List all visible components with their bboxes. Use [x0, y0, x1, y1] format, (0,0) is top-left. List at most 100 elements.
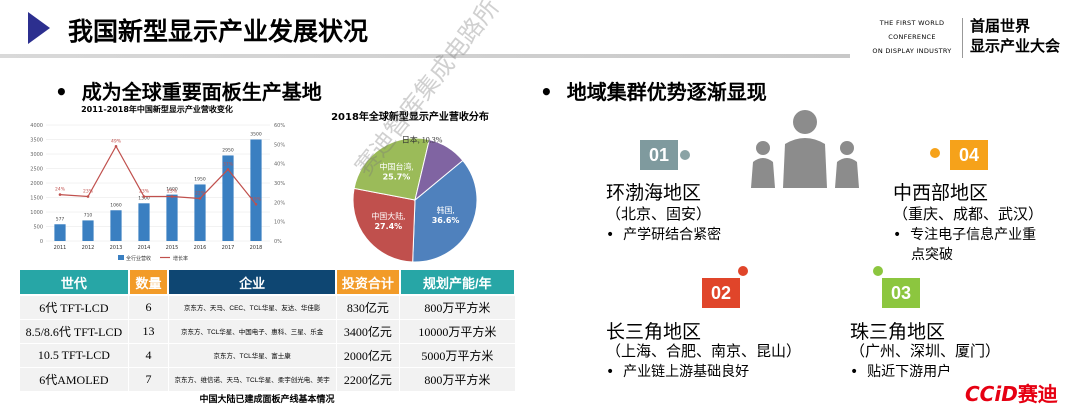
region-dot-04 — [930, 148, 940, 158]
bar — [54, 224, 66, 241]
table-row: 10.5 TFT-LCD 4 京东方、TCL华星、富士康 2000亿元 5000… — [18, 342, 516, 368]
x-tick-label: 2013 — [110, 245, 123, 251]
y-tick-label: 1000 — [30, 210, 43, 216]
y2-tick-label: 10% — [274, 220, 285, 226]
bar — [138, 203, 150, 241]
conference-name-en: THE FIRST WORLD CONFERENCE ON DISPLAY IN… — [866, 16, 958, 58]
bar-value-label: 1600 — [166, 187, 178, 193]
pie-slice-label: 中国大陆, — [371, 211, 405, 221]
x-tick-label: 2011 — [54, 245, 67, 251]
bar-value-label: 1300 — [138, 195, 150, 201]
growth-value-label: 24% — [55, 187, 66, 193]
bar — [110, 210, 122, 241]
growth-line — [59, 145, 257, 205]
x-tick-label: 2014 — [138, 245, 151, 251]
region-cities-03: （广州、深圳、厦门） — [850, 342, 1001, 360]
region-name-04: 中西部地区 — [893, 182, 989, 204]
bar-value-label: 3500 — [250, 132, 262, 138]
growth-value-label: 23% — [83, 189, 94, 195]
table-caption: 中国大陆已建成面板产线基本情况 — [199, 395, 335, 405]
growth-point — [170, 195, 174, 198]
cell-generation: 8.5/8.6代 TFT-LCD — [18, 318, 130, 344]
y-tick-label: 1500 — [30, 196, 43, 202]
y2-tick-label: 40% — [274, 162, 285, 168]
y-tick-label: 500 — [33, 225, 43, 231]
pie-slice-value: 27.4% — [374, 222, 402, 231]
logo-text-en: CCiD — [965, 382, 1018, 405]
cell-investment: 830亿元 — [335, 294, 401, 320]
bar — [194, 184, 206, 241]
y2-tick-label: 60% — [274, 123, 285, 129]
pie-chart-title: 2018年全球新型显示产业营收分布 — [331, 112, 489, 123]
conference-separator — [962, 18, 963, 58]
right-heading-text: 地域集群优势逐渐显现 — [566, 80, 767, 104]
right-section-heading: • 地域集群优势逐渐显现 — [540, 76, 767, 105]
revenue-chart: 4000 3500 3000 2500 2000 1500 1000 500 0 60% 50% 40… — [30, 123, 285, 262]
growth-value-label: 22% — [195, 190, 206, 196]
y-tick-label: 3000 — [30, 152, 43, 158]
conference-name-cn: 首届世界 显示产业大会 — [970, 16, 1060, 56]
cell-capacity: 800万平方米 — [399, 366, 516, 392]
bar-value-label: 1060 — [110, 202, 122, 208]
bar-value-label: 2950 — [222, 147, 234, 153]
y-tick-label: 0 — [40, 239, 43, 245]
legend-label: 全行业营收 — [126, 255, 151, 262]
region-badge-03: 03 — [882, 278, 920, 308]
bar-value-label: 577 — [56, 216, 65, 222]
growth-point — [114, 144, 118, 148]
table-row: 8.5/8.6代 TFT-LCD 13 京东方、TCL华星、中国电子、惠科、三星… — [18, 318, 516, 344]
bar — [222, 155, 234, 241]
page-title: 我国新型显示产业发展状况 — [68, 17, 369, 46]
left-heading-text: 成为全球重要面板生产基地 — [81, 80, 322, 104]
pie-slice-label: 韩国, — [437, 205, 455, 215]
cell-generation: 10.5 TFT-LCD — [18, 342, 130, 368]
cell-companies: 京东方、维信诺、天马、TCL华星、柔宇创光电、美宇 — [167, 366, 337, 392]
region-bullet-text: 产业链上游基础良好 — [623, 364, 750, 380]
table-header-row: 世代 数量 企业 投资合计 规划产能/年 — [18, 268, 517, 296]
region-bullet-02: • 产业链上游基础良好 — [606, 364, 750, 380]
region-badge-01: 01 — [640, 140, 678, 170]
pie-slice-label: 中国台湾, — [379, 161, 413, 171]
region-dot-02 — [738, 266, 748, 276]
cell-count: 6 — [128, 294, 169, 320]
cell-capacity: 10000万平方米 — [399, 318, 516, 344]
region-dot-03 — [873, 266, 883, 276]
bullet-dot: • — [55, 80, 68, 104]
region-bullet-04: • 专注电子信息产业重 — [893, 227, 1037, 243]
y2-tick-label: 50% — [274, 142, 285, 148]
col-header-capacity: 规划产能/年 — [398, 268, 517, 296]
region-cities-02: （上海、合肥、南京、昆山） — [606, 342, 802, 360]
cell-companies: 京东方、TCL华星、中国电子、惠科、三星、乐金 — [167, 318, 337, 344]
cell-capacity: 800万平方米 — [399, 294, 516, 320]
region-bullet-text: 贴近下游用户 — [867, 364, 952, 380]
region-name-02: 长三角地区 — [606, 321, 702, 343]
growth-point — [86, 195, 90, 198]
x-tick-label: 2012 — [82, 245, 95, 251]
cell-investment: 3400亿元 — [335, 318, 401, 344]
cell-count: 4 — [128, 342, 169, 368]
region-badge-02: 02 — [702, 278, 740, 308]
region-dot-01 — [680, 150, 690, 160]
col-header-generation: 世代 — [18, 268, 130, 296]
region-bullet-text: 产学研结合紧密 — [623, 227, 722, 243]
y2-tick-label: 30% — [274, 181, 285, 187]
pie-slice — [414, 139, 464, 202]
cell-companies: 京东方、天马、CEC、TCL华星、友达、华佳影 — [167, 294, 337, 320]
region-badge-04: 04 — [950, 140, 988, 170]
region-bullet-text: 专注电子信息产业重 — [910, 227, 1037, 243]
pie-slice-value: 25.7% — [383, 172, 411, 181]
growth-point — [226, 168, 230, 171]
y2-tick-label: 0% — [274, 239, 282, 245]
region-name-03: 珠三角地区 — [850, 321, 946, 343]
conference-en-line: CONFERENCE — [888, 33, 936, 41]
y-tick-label: 3500 — [30, 138, 43, 144]
cell-capacity: 5000万平方米 — [399, 342, 516, 368]
pie-slice — [412, 159, 478, 263]
region-bullet-01: • 产学研结合紧密 — [606, 227, 722, 243]
cell-count: 7 — [128, 366, 169, 392]
region-cities-01: （北京、固安） — [606, 205, 712, 223]
ccid-logo: CCiD赛迪 — [965, 378, 1058, 405]
growth-point — [254, 202, 258, 206]
panel-lines-table: 世代 数量 企业 投资合计 规划产能/年 6代 TFT-LCD 6 京东方、天马… — [18, 268, 517, 392]
region-name-01: 环渤海地区 — [606, 182, 702, 204]
